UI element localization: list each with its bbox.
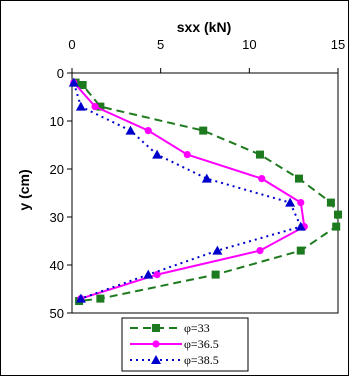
legend-label: φ=33 — [184, 321, 210, 335]
series-1-point — [334, 210, 342, 219]
x-tick-label: 5 — [157, 37, 164, 52]
series-2-point — [144, 127, 152, 135]
series-1-point — [211, 270, 220, 279]
series-3-point — [143, 269, 154, 279]
series-1-point — [332, 222, 341, 231]
legend-marker — [152, 324, 160, 332]
y-tick-label: 50 — [50, 306, 64, 321]
series-1-point — [296, 246, 305, 255]
x-tick-label: 0 — [68, 37, 75, 52]
series-3-point — [212, 245, 223, 255]
y-tick-label: 10 — [50, 114, 64, 129]
y-axis-label: y (cm) — [16, 169, 32, 210]
y-tick-label: 40 — [50, 258, 64, 273]
series-2-point — [256, 247, 264, 255]
series-3-point — [75, 293, 86, 303]
legend-label: φ=36.5 — [184, 337, 219, 351]
series-1-point — [96, 294, 105, 303]
series-1-point — [294, 174, 303, 183]
legend-label: φ=38.5 — [184, 353, 219, 367]
legend-item: φ=33 — [130, 321, 210, 335]
legend-marker — [152, 340, 160, 348]
series-2-line — [73, 81, 306, 300]
legend: φ=33 φ=36.5 φ=38.5 — [121, 317, 249, 372]
series-2-point — [258, 175, 266, 183]
series-1-point — [326, 198, 335, 207]
x-tick-label: 10 — [242, 37, 256, 52]
series-1-point — [96, 102, 105, 111]
series-2-point — [153, 271, 161, 279]
x-tick-label: 15 — [331, 37, 345, 52]
legend-item: φ=38.5 — [130, 353, 219, 367]
legend-marker — [151, 355, 161, 364]
series-1-point — [78, 81, 87, 89]
series-2-point — [91, 103, 99, 111]
series-3 — [68, 77, 306, 303]
series-3-point — [152, 149, 163, 159]
series-3-point — [68, 77, 79, 87]
series-3-point — [285, 197, 296, 207]
legend-item: φ=36.5 — [130, 337, 219, 351]
series-3-point — [125, 125, 136, 135]
chart-title: sxx (kN) — [177, 19, 231, 35]
plot-layer: 0 5 10 15 0 10 20 30 40 50 — [50, 37, 346, 321]
series-3-point — [201, 173, 212, 183]
y-tick-label: 0 — [57, 66, 64, 81]
y-tick-label: 30 — [50, 210, 64, 225]
y-tick-label: 20 — [50, 162, 64, 177]
series-2-point — [297, 199, 305, 207]
series-3-point — [75, 101, 86, 111]
plot-frame — [71, 72, 339, 314]
series-3-point — [295, 221, 306, 231]
series-1-point — [199, 126, 208, 135]
series-1-point — [255, 150, 264, 159]
series-2-point — [183, 151, 191, 159]
